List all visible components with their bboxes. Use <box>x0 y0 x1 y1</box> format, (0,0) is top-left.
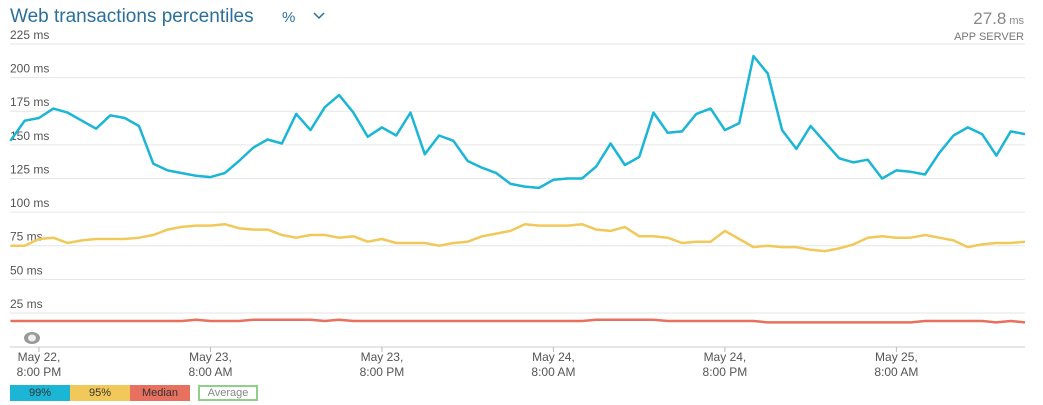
y-tick-label: 225 ms <box>10 28 49 42</box>
series-line <box>10 222 1026 253</box>
series-line <box>9 54 1026 190</box>
y-tick-label: 100 ms <box>10 196 49 210</box>
unit-selector[interactable]: % <box>282 9 296 26</box>
x-tick-label: May 24, 8:00 AM <box>531 350 576 379</box>
y-tick-label: 125 ms <box>10 162 49 176</box>
legend-toggle[interactable]: Average <box>198 385 258 401</box>
x-tick-label: May 22, 8:00 PM <box>16 350 62 379</box>
current-value-box: 27.8 ms <box>973 9 1024 29</box>
y-tick-label: 50 ms <box>10 263 43 277</box>
x-tick-label: May 24, 8:00 PM <box>702 350 748 379</box>
legend-toggle[interactable]: 95% <box>70 385 130 401</box>
x-tick-label: May 23, 8:00 AM <box>188 350 233 379</box>
y-tick-label: 150 ms <box>10 129 49 143</box>
y-tick-label: 200 ms <box>10 62 49 76</box>
current-unit: ms <box>1009 15 1024 27</box>
chart-title: Web transactions percentiles <box>10 6 254 27</box>
current-value: 27.8 <box>973 9 1007 28</box>
y-tick-label: 175 ms <box>10 95 49 109</box>
legend-toggle[interactable]: 99% <box>10 385 70 401</box>
x-tick-label: May 23, 8:00 PM <box>359 350 405 379</box>
marker-icon-inner <box>28 334 36 342</box>
plot: 25 ms 50 ms 75 ms 100 ms 125 ms 150 ms 175 ms 2… <box>9 28 1026 352</box>
y-tick-label: 25 ms <box>10 297 43 311</box>
legend-toggle[interactable]: Median <box>130 385 190 401</box>
source-label: APP SERVER <box>954 31 1024 43</box>
y-tick-label: 75 ms <box>10 230 43 244</box>
series-line <box>10 318 1026 324</box>
x-tick-label: May 25, 8:00 AM <box>874 350 919 379</box>
dropdown-chevron[interactable] <box>312 8 326 22</box>
